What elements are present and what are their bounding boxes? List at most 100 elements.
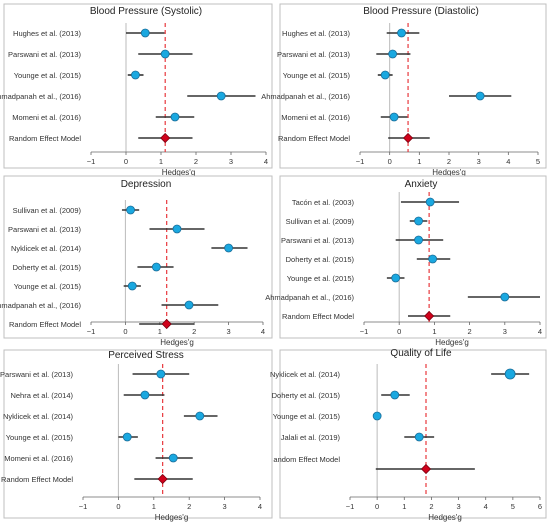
- study-label: Momeni et al. (2016): [12, 113, 81, 122]
- x-tick-label: 2: [192, 327, 196, 336]
- x-tick-label: 6: [538, 502, 542, 511]
- forest-panel-blood-pressure-systolic: Blood Pressure (Systolic) −1 0 1 2 3 4 Hedges'g…: [0, 3, 273, 177]
- panel-frame: [3, 349, 273, 519]
- x-tick-label: 2: [194, 157, 198, 166]
- study-effect-point: [170, 112, 180, 122]
- study-label: Doherty et al. (2015): [272, 391, 341, 400]
- summary-diamond: [424, 310, 435, 322]
- x-tick-label: 2: [187, 502, 191, 511]
- summary-diamond: [157, 473, 168, 485]
- study-label: Younge et al. (2015): [14, 71, 82, 80]
- panel-title: Depression: [121, 179, 172, 190]
- x-tick-label: 4: [264, 157, 268, 166]
- x-tick-label: 2: [468, 327, 472, 336]
- x-tick-label: −1: [346, 502, 355, 511]
- x-tick-label: 4: [484, 502, 488, 511]
- study-effect-point: [126, 205, 135, 215]
- x-tick-label: −1: [87, 327, 96, 336]
- study-effect-point: [389, 112, 399, 122]
- study-label: Doherty et al. (2015): [13, 263, 82, 272]
- study-label: andom Effect Model: [273, 455, 340, 464]
- panel-title: Blood Pressure (Diastolic): [363, 6, 479, 17]
- x-axis-title: Hedges'g: [155, 513, 189, 522]
- study-effect-point: [391, 273, 401, 283]
- x-tick-label: 3: [477, 157, 481, 166]
- study-label: Ahmadpanah et al., (2016): [0, 301, 81, 310]
- x-tick-label: 1: [417, 157, 421, 166]
- forest-panel-quality-of-life: Quality of Life −1 0 1 2 3 4 5 6 Hedges'g Nyklicek…: [270, 348, 547, 522]
- study-label: Doherty et al. (2015): [286, 255, 355, 264]
- study-label: Parswani et al. (2013): [281, 236, 354, 245]
- x-tick-label: 5: [536, 157, 540, 166]
- study-label: Nehra et al. (2014): [10, 391, 73, 400]
- study-effect-point: [160, 49, 170, 59]
- study-effect-point: [127, 281, 137, 291]
- x-tick-label: 1: [432, 327, 436, 336]
- summary-diamond: [160, 132, 171, 144]
- study-label: Nyklicek et al. (2014): [3, 412, 74, 421]
- study-effect-point: [475, 91, 485, 101]
- study-label: Ahmadpanah et al., (2016): [265, 293, 354, 302]
- panel-title: Blood Pressure (Systolic): [90, 6, 202, 17]
- study-effect-point: [168, 453, 178, 463]
- study-label: Jalali et al. (2019): [281, 433, 341, 442]
- study-label: Momeni et al. (2016): [281, 113, 350, 122]
- panel-frame: [279, 349, 547, 519]
- study-effect-point: [425, 197, 435, 207]
- x-tick-label: −1: [79, 502, 88, 511]
- x-tick-label: 4: [538, 327, 542, 336]
- study-effect-point: [140, 28, 150, 38]
- panel-frame: [3, 175, 273, 339]
- study-effect-point: [414, 235, 423, 245]
- x-tick-label: 3: [223, 502, 227, 511]
- study-label: Sullivan et al. (2009): [13, 206, 82, 215]
- study-effect-point: [372, 411, 382, 421]
- study-effect-point: [500, 292, 510, 302]
- x-tick-label: 4: [506, 157, 510, 166]
- study-effect-point: [156, 369, 166, 379]
- study-effect-point: [390, 390, 400, 400]
- study-label: Ahmadpanah et al., (2016): [0, 92, 81, 101]
- study-effect-point: [504, 368, 516, 380]
- study-label: Younge et al. (2015): [273, 412, 341, 421]
- study-effect-point: [151, 262, 161, 272]
- x-tick-label: 5: [511, 502, 515, 511]
- x-tick-label: 1: [152, 502, 156, 511]
- x-tick-label: 3: [229, 157, 233, 166]
- study-effect-point: [216, 91, 226, 101]
- x-tick-label: 0: [397, 327, 401, 336]
- x-tick-label: 0: [123, 327, 127, 336]
- study-label: Parswani et al. (2013): [8, 50, 81, 59]
- x-tick-label: 3: [503, 327, 507, 336]
- study-effect-point: [131, 70, 140, 80]
- panel-frame: [279, 3, 547, 169]
- study-effect-point: [414, 432, 424, 442]
- x-tick-label: 1: [158, 327, 162, 336]
- study-effect-point: [172, 224, 182, 234]
- study-effect-point: [397, 28, 406, 38]
- study-label: Tacón et al. (2003): [292, 198, 355, 207]
- panel-frame: [3, 3, 273, 169]
- study-label: Sullivan et al. (2009): [286, 217, 355, 226]
- summary-diamond: [402, 132, 414, 144]
- study-label: Parswani et al. (2013): [0, 370, 73, 379]
- x-tick-label: −1: [360, 327, 369, 336]
- x-axis-title: Hedges'g: [428, 513, 462, 522]
- study-label: Momeni et al. (2016): [4, 454, 73, 463]
- study-label: Ahmadpanah et al., (2016): [261, 92, 350, 101]
- x-tick-label: 0: [388, 157, 392, 166]
- summary-label: Random Effect Model: [282, 312, 354, 321]
- x-tick-label: 0: [116, 502, 120, 511]
- summary-diamond: [161, 318, 172, 330]
- panel-title: Quality of Life: [390, 348, 452, 359]
- study-effect-point: [122, 432, 132, 442]
- study-label: Nyklicek et al. (2014): [11, 244, 82, 253]
- summary-diamond: [420, 463, 432, 475]
- x-axis-title: Hedges'g: [162, 168, 196, 177]
- panel-frame: [279, 175, 547, 339]
- x-tick-label: 2: [447, 157, 451, 166]
- study-label: Younge et al. (2015): [283, 71, 351, 80]
- study-effect-point: [428, 254, 438, 264]
- study-effect-point: [414, 216, 423, 226]
